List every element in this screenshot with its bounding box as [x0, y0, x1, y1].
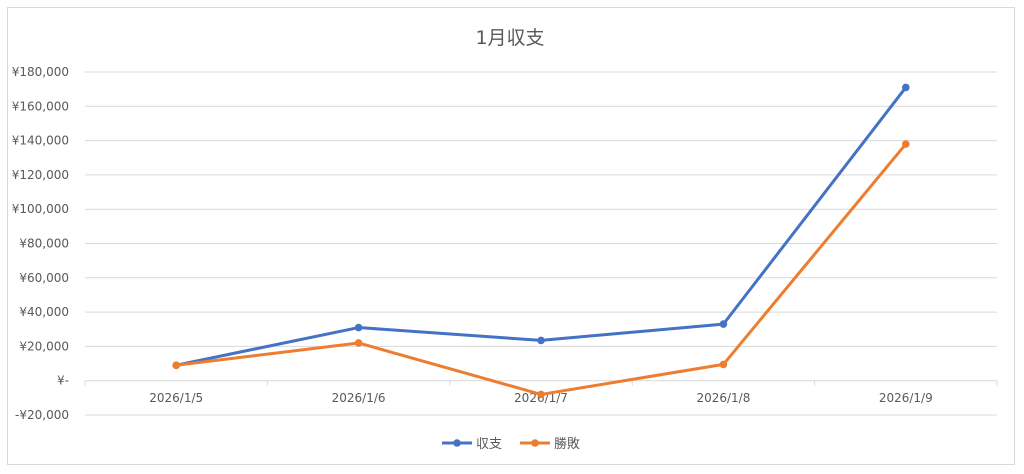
legend-item: 勝敗	[520, 437, 580, 452]
y-tick-label: ¥-	[57, 374, 69, 388]
data-point	[172, 361, 180, 370]
data-point	[354, 339, 363, 347]
gridlines	[85, 71, 997, 416]
x-tick-label: 2026/1/5	[149, 391, 203, 405]
y-tick-label: ¥100,000	[12, 202, 69, 216]
data-point	[537, 390, 545, 399]
series-lines	[172, 83, 910, 399]
y-tick-label: ¥80,000	[19, 237, 69, 251]
series-line-0	[174, 85, 908, 367]
y-tick-label: -¥20,000	[15, 408, 69, 422]
y-tick-label: ¥180,000	[12, 65, 69, 79]
y-tick-label: ¥120,000	[12, 168, 69, 182]
x-tick-label: 2026/1/6	[332, 391, 386, 405]
data-point	[902, 83, 910, 92]
y-tick-label: ¥40,000	[19, 305, 69, 319]
data-point	[354, 323, 363, 332]
data-point	[537, 336, 545, 345]
chart-title: 1月収支	[475, 27, 544, 49]
legend-swatch-marker	[453, 439, 461, 447]
data-point	[719, 360, 728, 369]
data-point	[719, 320, 728, 328]
chart-frame	[7, 7, 1015, 465]
series-line-1	[174, 142, 908, 396]
legend: 収支 勝敗	[442, 437, 580, 452]
legend-item: 収支	[442, 437, 502, 452]
data-point	[902, 140, 910, 148]
y-tick-label: ¥60,000	[19, 271, 69, 285]
x-tick-label: 2026/1/8	[696, 391, 750, 405]
y-axis-tick-labels: ¥180,000 ¥160,000 ¥140,000 ¥120,000 ¥100,000…	[12, 65, 69, 422]
legend-label: 収支	[476, 437, 502, 452]
y-tick-label: ¥20,000	[19, 339, 69, 353]
x-tick-label: 2026/1/9	[879, 391, 933, 405]
y-tick-label: ¥160,000	[12, 99, 69, 113]
x-axis	[84, 380, 998, 386]
legend-swatch-marker	[531, 439, 539, 447]
legend-label: 勝敗	[554, 437, 580, 452]
y-tick-label: ¥140,000	[12, 134, 69, 148]
